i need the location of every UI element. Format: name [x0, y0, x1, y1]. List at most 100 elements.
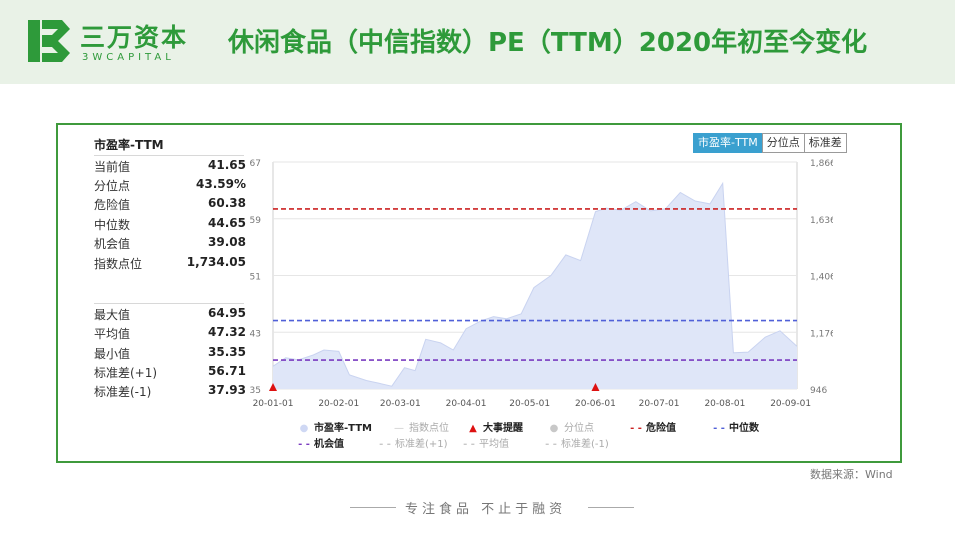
stat-row-min: 最小值 35.35 — [94, 345, 246, 364]
legend-item[interactable]: ▲ 大事提醒 — [465, 422, 523, 436]
legend-line-icon: — — [394, 423, 404, 434]
stats-title: 市盈率-TTM — [94, 138, 164, 152]
x-tick-label: 20-09-01 — [770, 399, 811, 409]
legend-item[interactable]: - - 标准差(-1) — [543, 438, 609, 452]
legend-dash-icon: - - — [630, 423, 642, 434]
brand-name-english: 3WCAPITAL — [82, 52, 175, 63]
legend-item[interactable]: - - 中位数 — [711, 422, 759, 436]
x-tick-label: 20-05-01 — [509, 399, 550, 409]
footer-rule-left — [350, 507, 396, 508]
x-tick-label: 20-03-01 — [380, 399, 421, 409]
stat-row-danger: 危险值 60.38 — [94, 196, 246, 215]
legend-dash-icon: - - — [463, 439, 475, 450]
stat-label: 危险值 — [94, 198, 131, 212]
stat-value: 44.65 — [208, 216, 246, 230]
header-banner: 三万资本 3WCAPITAL 休闲食品（中信指数）PE（TTM）2020年初至今… — [0, 0, 955, 84]
legend-label: 分位点 — [564, 423, 594, 434]
x-tick-label: 20-08-01 — [704, 399, 745, 409]
stat-label: 平均值 — [94, 327, 131, 341]
footer-text: 专注食品 不止于融资 — [405, 502, 567, 517]
stat-value: 39.08 — [208, 235, 246, 249]
chart-legend: ● 市盈率-TTM — 指数点位 ▲ 大事提醒 ● 分位点 - - 危险值 - - 中位数 - - 机会值… — [296, 422, 816, 458]
view-tabs: 市盈率-TTM 分位点 标准差 — [693, 133, 847, 153]
stat-row-median: 中位数 44.65 — [94, 216, 246, 235]
x-tick-label: 20-02-01 — [318, 399, 359, 409]
event-marker — [591, 383, 600, 391]
stat-value: 37.93 — [208, 383, 246, 397]
stat-value: 43.59% — [196, 177, 246, 191]
stat-label: 标准差(+1) — [94, 366, 158, 380]
legend-dash-icon: - - — [713, 423, 725, 434]
stat-value: 56.71 — [208, 364, 246, 378]
pe-ttm-area — [273, 183, 797, 389]
y-tick-label-left: 67 — [250, 159, 261, 169]
legend-label: 市盈率-TTM — [314, 423, 372, 434]
pe-chart: 67 1,866 59 1,636 51 1,406 43 1,176 35 946 20-01-0… — [250, 159, 833, 409]
x-tick-label: 20-07-01 — [639, 399, 680, 409]
y-tick-label-left: 43 — [250, 329, 261, 339]
y-tick-label-right: 1,866 — [810, 159, 833, 169]
event-marker — [269, 383, 277, 391]
stat-row-std-plus: 标准差(+1) 56.71 — [94, 364, 246, 383]
legend-dash-icon: - - — [545, 439, 557, 450]
legend-item[interactable]: - - 机会值 — [296, 438, 344, 452]
legend-triangle-icon: ▲ — [469, 423, 477, 434]
stats-divider — [94, 303, 244, 304]
stats-divider — [94, 155, 244, 156]
y-tick-label-left: 51 — [250, 273, 261, 283]
page-title: 休闲食品（中信指数）PE（TTM）2020年初至今变化 — [228, 28, 868, 58]
x-tick-label: 20-01-01 — [253, 399, 294, 409]
stat-row-max: 最大值 64.95 — [94, 306, 246, 325]
data-source: 数据来源：Wind — [810, 468, 893, 481]
stat-label: 中位数 — [94, 218, 131, 232]
stat-row-current: 当前值 41.65 — [94, 158, 246, 177]
legend-label: 指数点位 — [409, 423, 449, 434]
legend-item[interactable]: - - 平均值 — [461, 438, 509, 452]
y-tick-label-right: 1,406 — [810, 273, 833, 283]
x-tick-label: 20-06-01 — [575, 399, 616, 409]
footer-rule-right — [588, 507, 634, 508]
x-tick-label: 20-04-01 — [446, 399, 487, 409]
stat-value: 1,734.05 — [186, 255, 246, 269]
y-tick-label-right: 1,636 — [810, 216, 833, 226]
stat-row-mean: 平均值 47.32 — [94, 325, 246, 344]
legend-item[interactable]: ● 市盈率-TTM — [296, 422, 372, 436]
stat-row-std-minus: 标准差(-1) 37.93 — [94, 383, 246, 402]
stat-value: 64.95 — [208, 306, 246, 320]
y-tick-label-left: 59 — [250, 216, 262, 226]
legend-item[interactable]: - - 标准差(+1) — [377, 438, 448, 452]
stat-label: 最大值 — [94, 308, 131, 322]
y-tick-label-right: 946 — [810, 386, 827, 396]
legend-item[interactable]: — 指数点位 — [391, 422, 449, 436]
stat-value: 41.65 — [208, 158, 246, 172]
legend-label: 机会值 — [314, 439, 344, 450]
pe-ttm-line — [272, 181, 798, 387]
legend-circle-icon: ● — [549, 423, 559, 434]
legend-circle-icon: ● — [299, 423, 309, 434]
legend-label: 大事提醒 — [483, 423, 523, 434]
stat-row-index-level: 指数点位 1,734.05 — [94, 255, 246, 274]
legend-label: 标准差(+1) — [395, 439, 448, 450]
legend-label: 危险值 — [646, 423, 676, 434]
stat-value: 35.35 — [208, 345, 246, 359]
legend-label: 标准差(-1) — [561, 439, 609, 450]
stat-row-opportunity: 机会值 39.08 — [94, 235, 246, 254]
tab-std-dev[interactable]: 标准差 — [803, 133, 847, 153]
stat-label: 机会值 — [94, 237, 131, 251]
stat-row-percentile: 分位点 43.59% — [94, 177, 246, 196]
stat-label: 指数点位 — [94, 257, 143, 271]
tab-percentile[interactable]: 分位点 — [761, 133, 805, 153]
legend-item[interactable]: ● 分位点 — [546, 422, 594, 436]
chart-panel: 市盈率-TTM 当前值 41.65 分位点 43.59% 危险值 60.38 中位数 4… — [56, 123, 902, 463]
legend-label: 中位数 — [729, 423, 759, 434]
footer-slogan: 专注食品 不止于融资 — [350, 498, 634, 517]
y-tick-label-right: 1,176 — [810, 329, 833, 339]
legend-dash-icon: - - — [298, 439, 310, 450]
y-tick-label-left: 35 — [250, 386, 261, 396]
company-logo-icon — [28, 20, 70, 62]
legend-dash-icon: - - — [379, 439, 391, 450]
legend-item[interactable]: - - 危险值 — [628, 422, 676, 436]
stat-value: 60.38 — [208, 196, 246, 210]
stat-label: 最小值 — [94, 347, 131, 361]
tab-pe-ttm[interactable]: 市盈率-TTM — [693, 133, 763, 153]
